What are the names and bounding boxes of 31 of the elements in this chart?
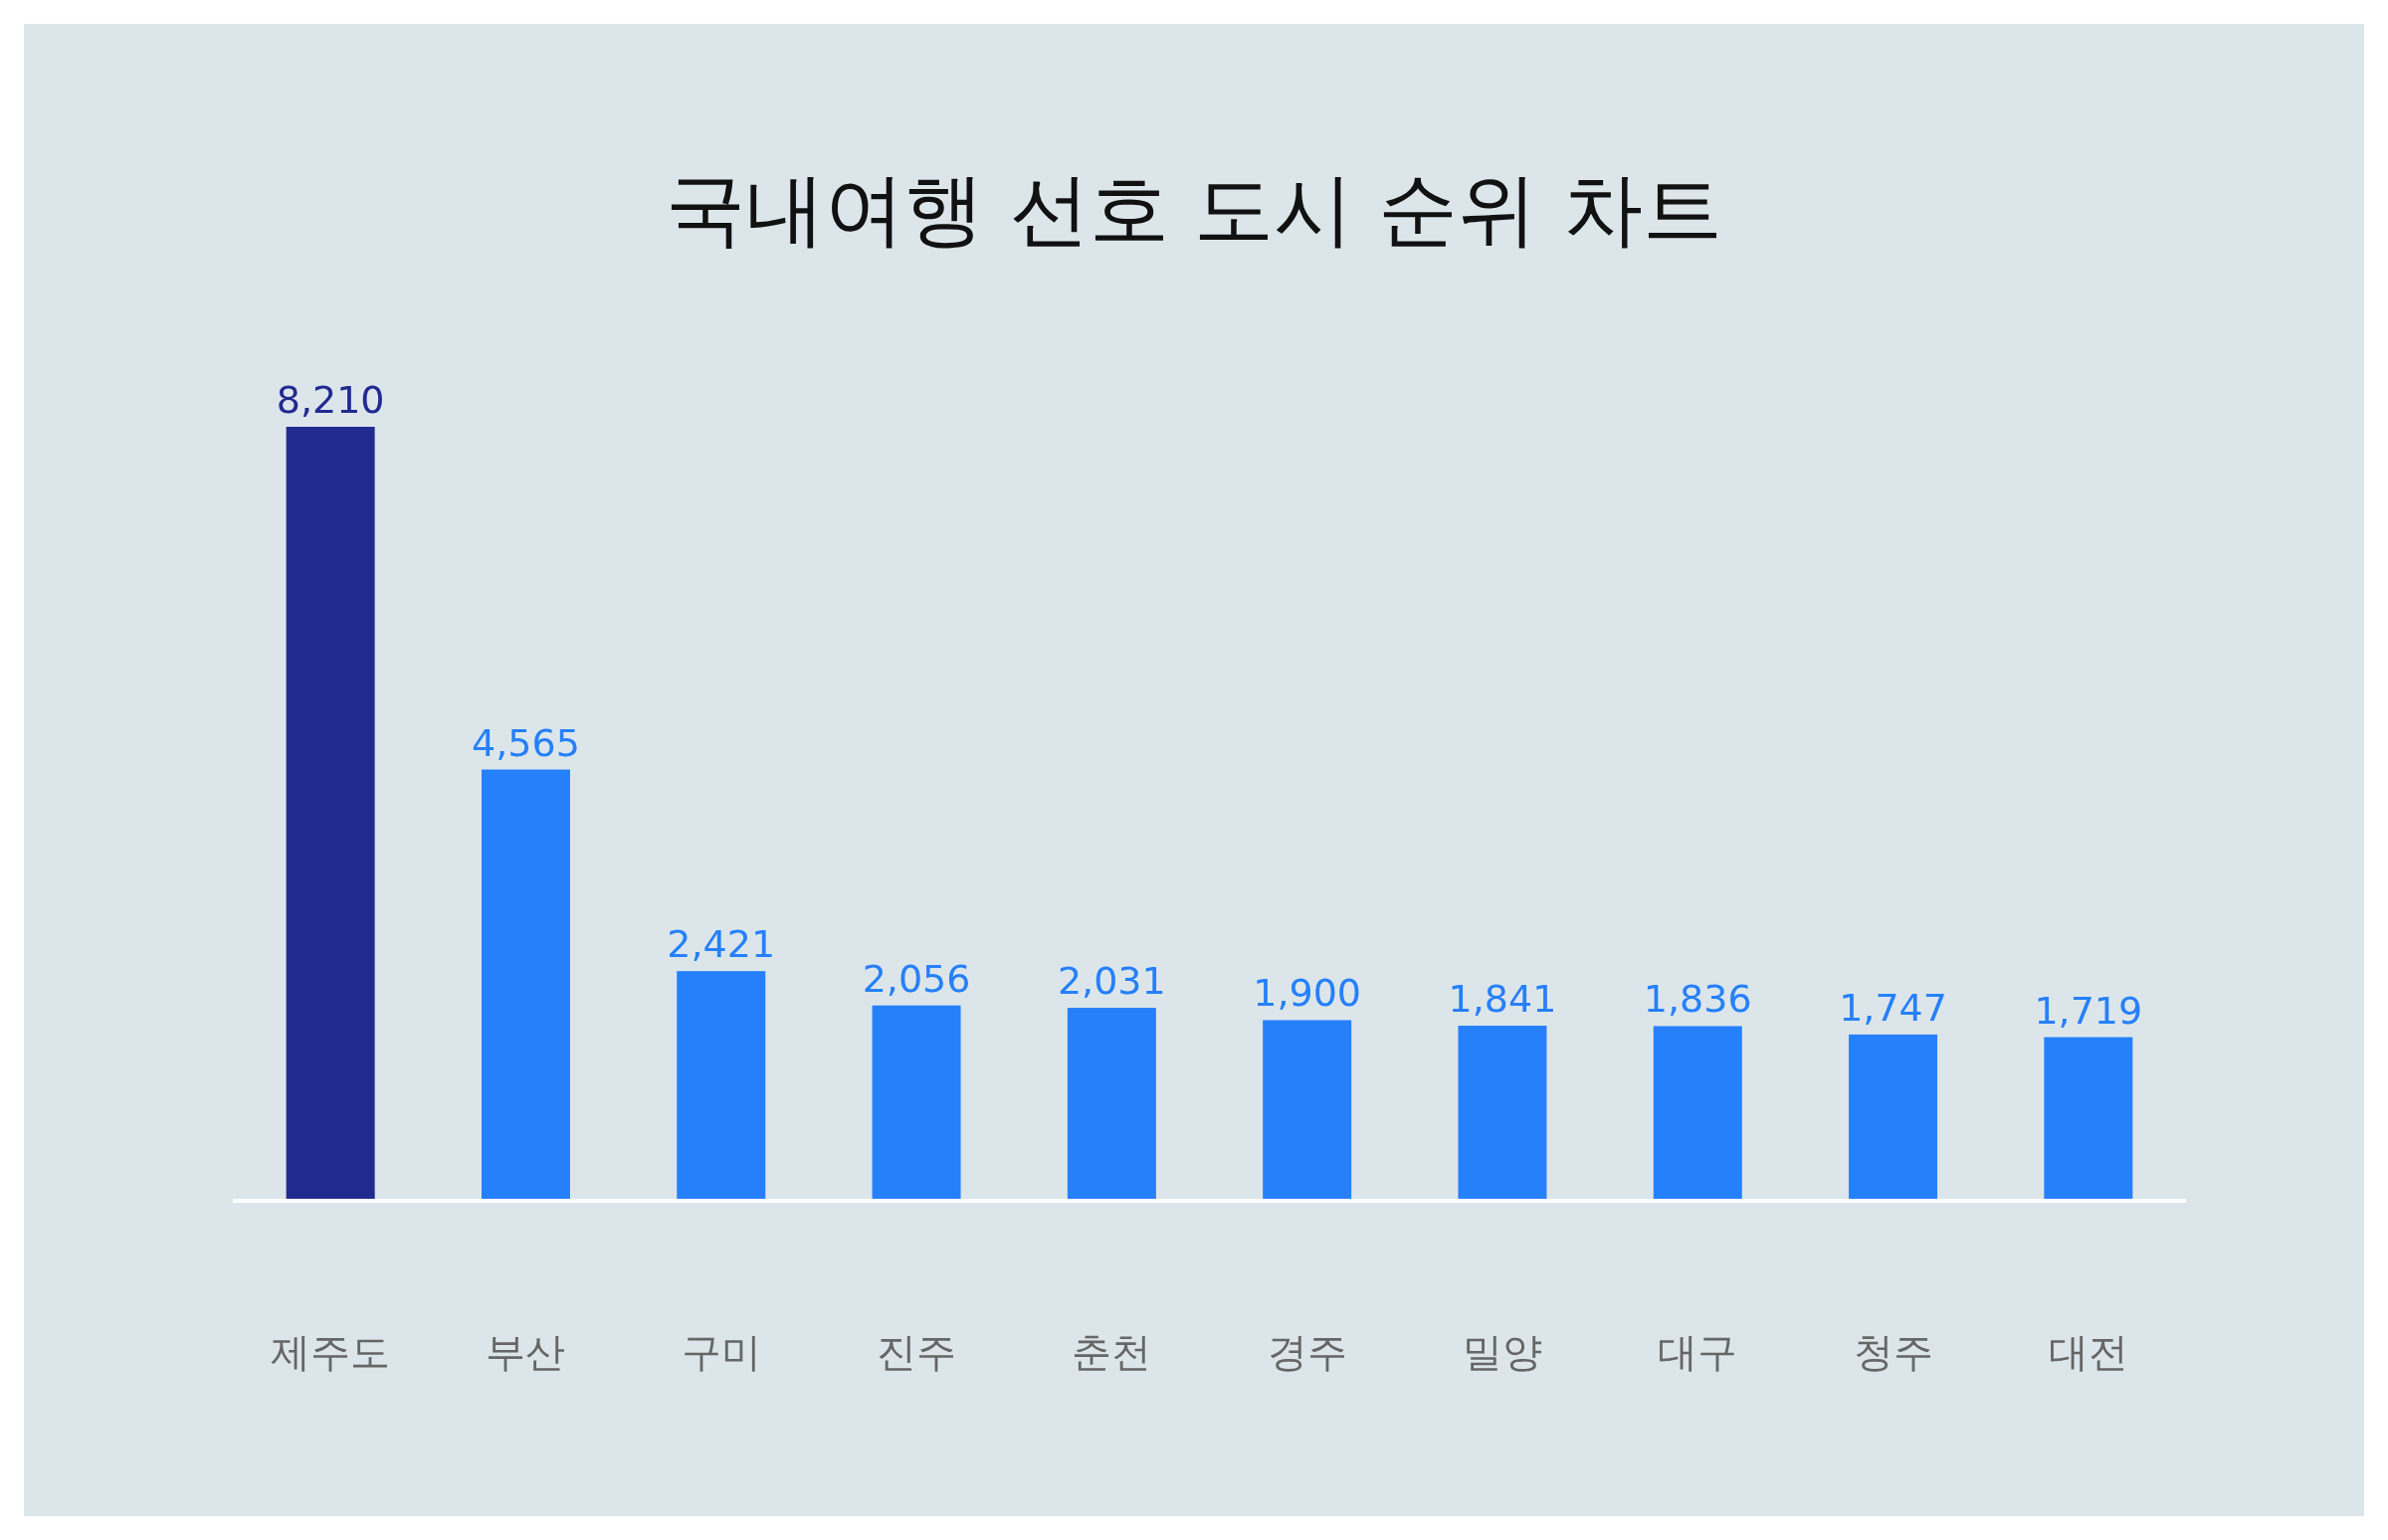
x-tick-label: 대전 <box>2048 1329 2128 1375</box>
data-label: 1,747 <box>1839 985 1947 1030</box>
data-label: 1,900 <box>1253 971 1362 1016</box>
data-label: 4,565 <box>472 720 580 765</box>
data-label: 2,031 <box>1057 959 1166 1004</box>
bar <box>1458 1025 1547 1199</box>
bar <box>1067 1008 1156 1199</box>
bar <box>286 427 375 1199</box>
x-tick-label: 진주 <box>877 1329 957 1375</box>
bar <box>2044 1037 2133 1199</box>
x-tick-label: 제주도 <box>271 1329 391 1375</box>
chart-title: 국내여행 선호 도시 순위 차트 <box>666 163 1722 256</box>
data-label: 1,836 <box>1643 977 1752 1022</box>
data-label: 2,421 <box>667 922 776 967</box>
bar <box>1263 1020 1352 1199</box>
data-label: 8,210 <box>276 378 385 422</box>
x-tick-label: 부산 <box>486 1329 566 1375</box>
x-tick-label: 경주 <box>1267 1329 1347 1375</box>
x-tick-label: 밀양 <box>1462 1329 1542 1375</box>
bar <box>1849 1034 1938 1199</box>
x-tick-label: 춘천 <box>1072 1329 1152 1375</box>
bar <box>1653 1026 1742 1199</box>
x-tick-label: 구미 <box>681 1329 761 1375</box>
bar <box>872 1005 961 1199</box>
data-label: 2,056 <box>862 956 971 1001</box>
bar <box>481 769 570 1199</box>
data-label: 1,841 <box>1448 976 1557 1021</box>
bar <box>677 971 766 1199</box>
data-label: 1,719 <box>2034 988 2143 1033</box>
x-tick-label: 청주 <box>1853 1329 1933 1375</box>
x-tick-label: 대구 <box>1658 1329 1738 1375</box>
